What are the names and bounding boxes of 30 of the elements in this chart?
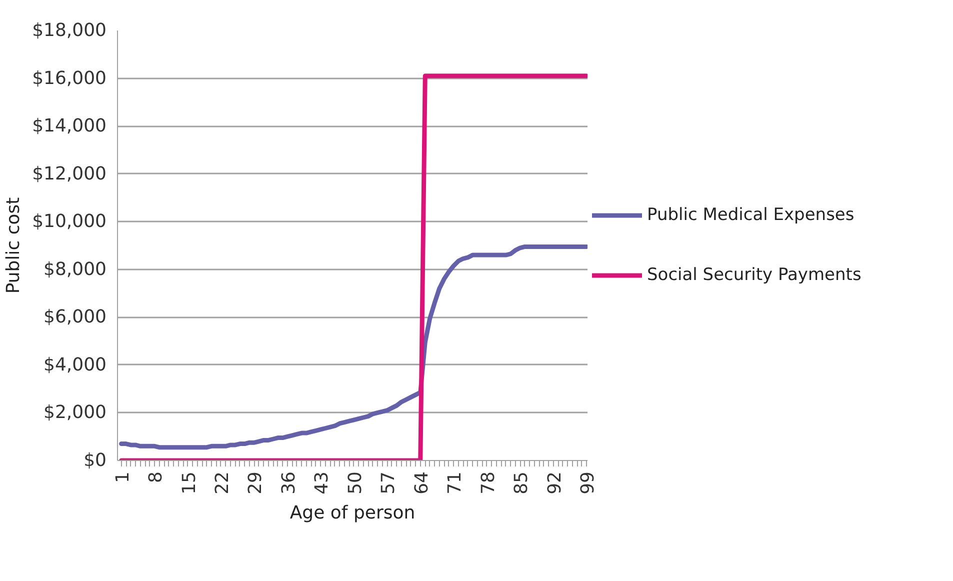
y-tick-label: $18,000 <box>32 20 107 41</box>
x-tick-label: 22 <box>212 472 233 494</box>
y-tick-label: $6,000 <box>44 306 106 328</box>
x-tick-label: 1 <box>112 472 134 483</box>
y-tick-label: $10,000 <box>32 211 107 232</box>
legend-label: Public Medical Expenses <box>647 205 854 225</box>
x-tick-label: 15 <box>178 472 200 494</box>
y-tick-label: $2,000 <box>44 402 106 424</box>
y-tick-label: $14,000 <box>32 116 107 137</box>
x-tick-label: 50 <box>344 472 366 494</box>
y-tick-label: $0 <box>84 450 106 471</box>
x-tick-label: 92 <box>544 472 566 494</box>
y-axis-title: Public cost <box>3 197 24 294</box>
x-tick-label: 36 <box>278 472 300 494</box>
x-tick-label: 29 <box>245 472 266 494</box>
legend-label: Social Security Payments <box>647 265 862 285</box>
x-tick-label: 57 <box>378 472 400 494</box>
x-axis-title: Age of person <box>290 502 416 524</box>
line-series <box>119 244 588 450</box>
y-tick-label: $4,000 <box>44 354 106 376</box>
x-tick-label: 43 <box>312 472 333 494</box>
x-tick-label: 64 <box>411 472 432 494</box>
y-tick-label: $8,000 <box>44 258 106 280</box>
x-tick-label: 78 <box>478 472 499 494</box>
x-tick-label: 8 <box>146 472 167 483</box>
x-tick-label: 85 <box>511 472 532 494</box>
y-tick-label: $12,000 <box>32 163 107 184</box>
x-tick-label: 71 <box>444 472 466 494</box>
y-tick-label: $16,000 <box>32 68 107 89</box>
x-tick-label: 99 <box>578 472 599 494</box>
